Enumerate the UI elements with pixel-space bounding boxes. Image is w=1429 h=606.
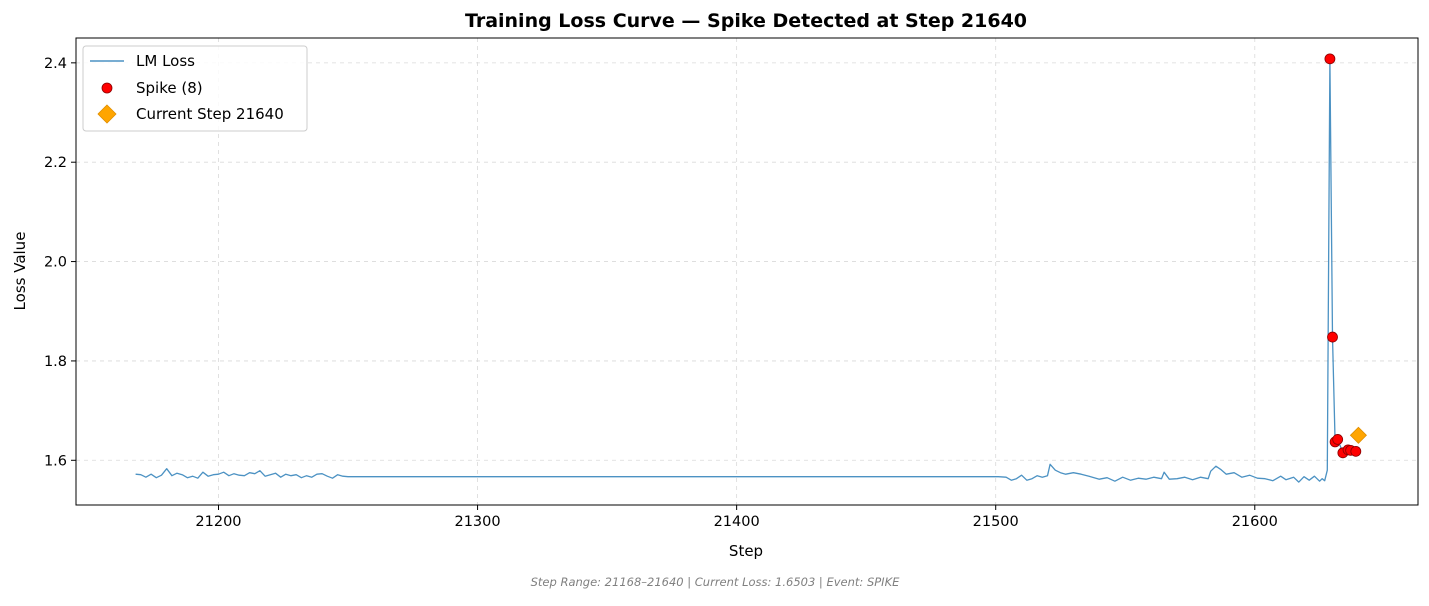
- x-axis-ticks: 21200 21300 21400 21500 21600: [195, 505, 1278, 530]
- y-tick-label: 1.8: [44, 354, 67, 370]
- lm-loss-line: [135, 58, 1356, 483]
- legend-box: [82, 45, 308, 132]
- spike-point: [1324, 53, 1336, 65]
- grid-lines: [76, 38, 1418, 505]
- plot-content: [135, 53, 1367, 483]
- legend-label-current-step: Current Step 21640: [136, 105, 284, 123]
- x-tick-label: 21600: [1232, 514, 1278, 530]
- x-tick-label: 21400: [714, 514, 760, 530]
- current-step-marker: [1349, 426, 1367, 444]
- y-axis-label: Loss Value: [11, 232, 29, 311]
- legend-current-step-swatch: [97, 104, 117, 124]
- legend-label-lm-loss: LM Loss: [136, 52, 195, 70]
- plot-frame: [75, 37, 1419, 506]
- footer-summary: Step Range: 21168–21640 | Current Loss: …: [531, 575, 900, 589]
- y-tick-label: 2.4: [44, 56, 67, 72]
- x-tick-label: 21200: [195, 514, 241, 530]
- y-tick-label: 2.2: [44, 155, 67, 171]
- spike-point: [1332, 434, 1344, 445]
- legend: LM Loss Spike (8) Current Step 21640: [82, 45, 308, 132]
- x-tick-label: 21300: [454, 514, 500, 530]
- legend-label-spike: Spike (8): [136, 79, 203, 97]
- y-axis-ticks: 1.6 1.8 2.0 2.2 2.4: [44, 56, 76, 469]
- spike-point: [1327, 331, 1338, 343]
- legend-spike-swatch: [101, 82, 113, 94]
- y-tick-label: 1.6: [44, 453, 67, 469]
- spike-point: [1350, 445, 1362, 457]
- x-tick-label: 21500: [973, 514, 1019, 530]
- x-axis-label: Step: [729, 542, 763, 560]
- y-tick-label: 2.0: [44, 255, 67, 271]
- chart-title: Training Loss Curve — Spike Detected at …: [465, 10, 1027, 32]
